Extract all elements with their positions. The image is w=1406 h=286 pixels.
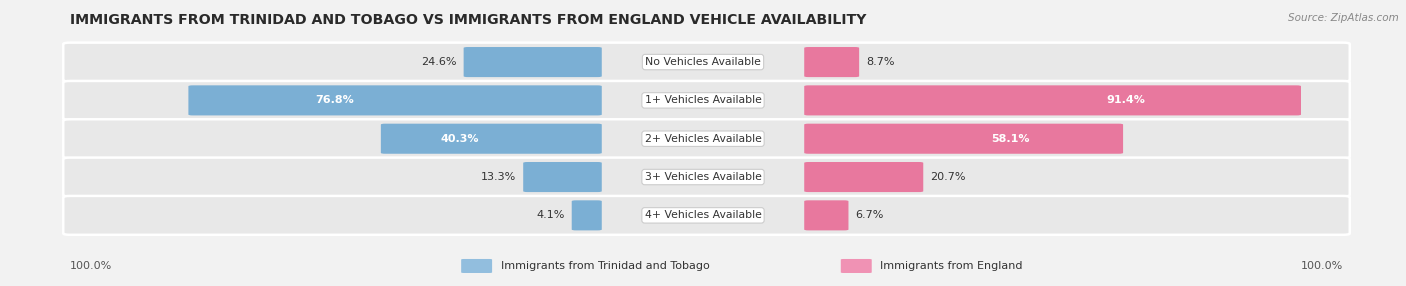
FancyBboxPatch shape bbox=[572, 200, 602, 231]
Text: Immigrants from Trinidad and Tobago: Immigrants from Trinidad and Tobago bbox=[501, 261, 709, 271]
Text: 40.3%: 40.3% bbox=[440, 134, 478, 144]
FancyBboxPatch shape bbox=[188, 85, 602, 116]
Text: 13.3%: 13.3% bbox=[481, 172, 516, 182]
FancyBboxPatch shape bbox=[461, 259, 492, 273]
FancyBboxPatch shape bbox=[523, 162, 602, 192]
Text: 6.7%: 6.7% bbox=[855, 210, 884, 220]
FancyBboxPatch shape bbox=[841, 259, 872, 273]
FancyBboxPatch shape bbox=[804, 200, 848, 231]
Text: 2+ Vehicles Available: 2+ Vehicles Available bbox=[644, 134, 762, 144]
FancyBboxPatch shape bbox=[464, 47, 602, 77]
FancyBboxPatch shape bbox=[63, 43, 1350, 82]
FancyBboxPatch shape bbox=[804, 47, 859, 77]
Text: 4.1%: 4.1% bbox=[536, 210, 565, 220]
Text: Immigrants from England: Immigrants from England bbox=[880, 261, 1022, 271]
Text: 8.7%: 8.7% bbox=[866, 57, 894, 67]
FancyBboxPatch shape bbox=[804, 85, 1301, 116]
FancyBboxPatch shape bbox=[381, 124, 602, 154]
Text: IMMIGRANTS FROM TRINIDAD AND TOBAGO VS IMMIGRANTS FROM ENGLAND VEHICLE AVAILABIL: IMMIGRANTS FROM TRINIDAD AND TOBAGO VS I… bbox=[70, 13, 866, 27]
FancyBboxPatch shape bbox=[63, 119, 1350, 158]
Text: 100.0%: 100.0% bbox=[1301, 261, 1343, 271]
FancyBboxPatch shape bbox=[63, 81, 1350, 120]
Text: No Vehicles Available: No Vehicles Available bbox=[645, 57, 761, 67]
Text: 91.4%: 91.4% bbox=[1107, 96, 1146, 105]
FancyBboxPatch shape bbox=[804, 162, 924, 192]
Text: 24.6%: 24.6% bbox=[422, 57, 457, 67]
FancyBboxPatch shape bbox=[63, 196, 1350, 235]
FancyBboxPatch shape bbox=[804, 124, 1123, 154]
Text: 3+ Vehicles Available: 3+ Vehicles Available bbox=[644, 172, 762, 182]
Text: 1+ Vehicles Available: 1+ Vehicles Available bbox=[644, 96, 762, 105]
FancyBboxPatch shape bbox=[63, 158, 1350, 196]
Text: 4+ Vehicles Available: 4+ Vehicles Available bbox=[644, 210, 762, 220]
Text: Source: ZipAtlas.com: Source: ZipAtlas.com bbox=[1288, 13, 1399, 23]
Text: 58.1%: 58.1% bbox=[991, 134, 1029, 144]
Text: 20.7%: 20.7% bbox=[931, 172, 966, 182]
Text: 76.8%: 76.8% bbox=[315, 96, 354, 105]
Text: 100.0%: 100.0% bbox=[70, 261, 112, 271]
